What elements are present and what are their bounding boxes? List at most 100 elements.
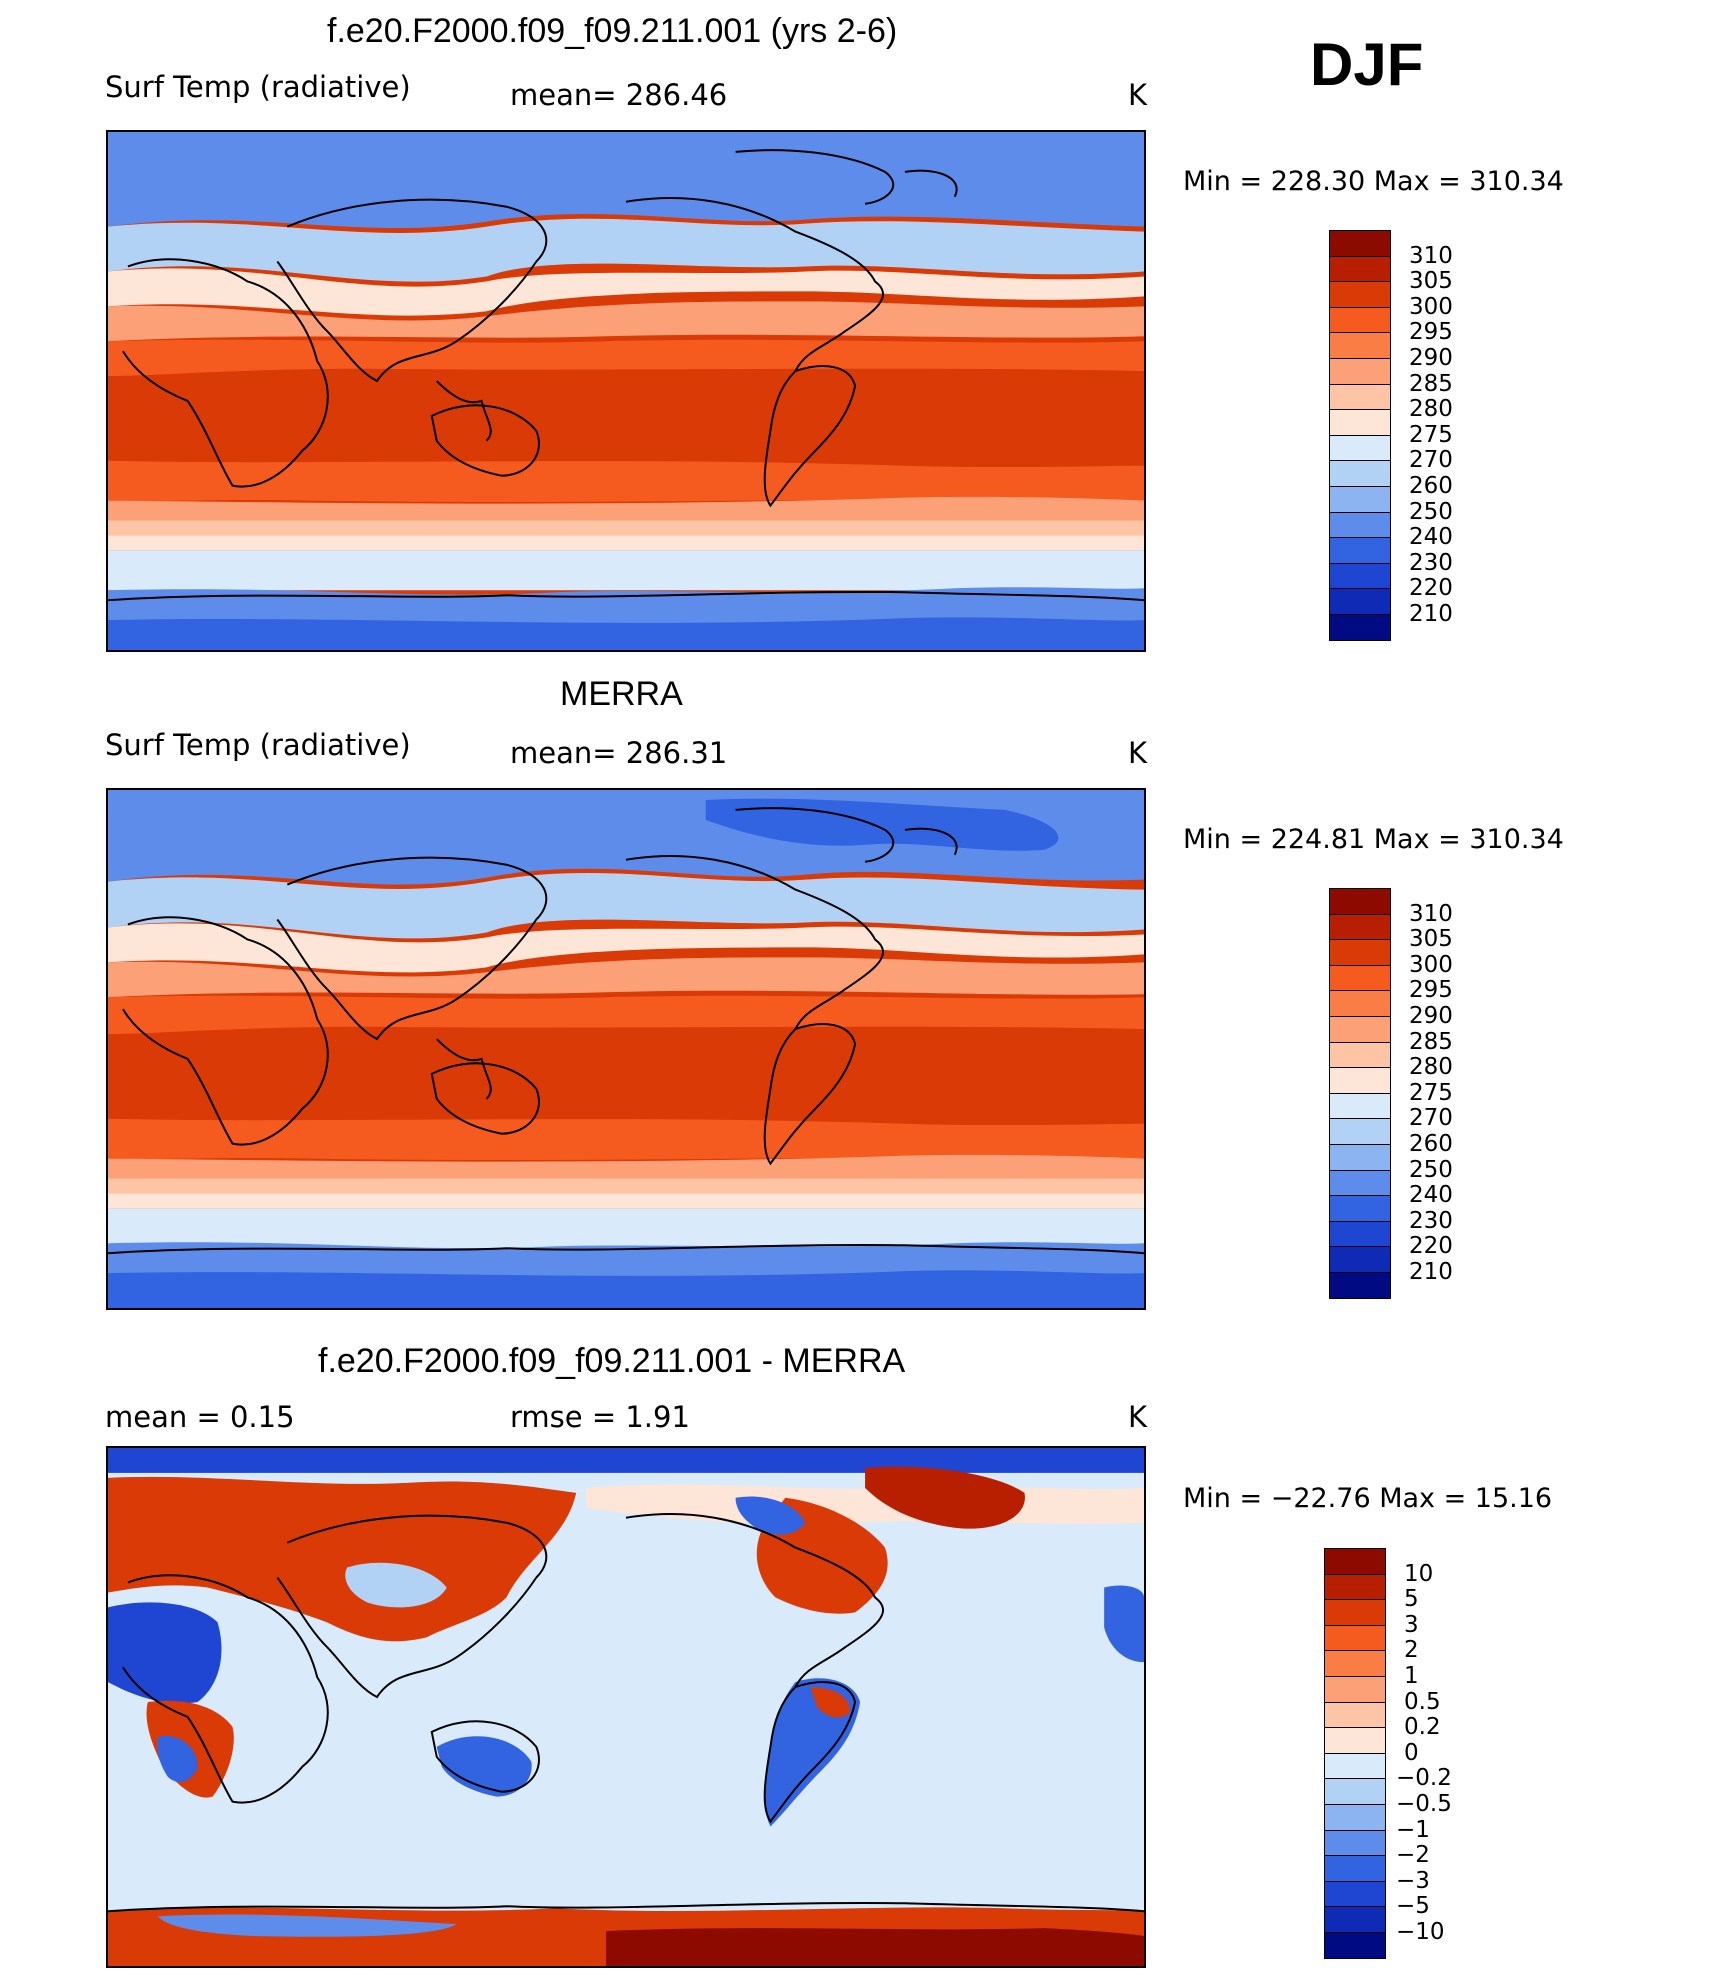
panel-obs-variable-label: Surf Temp (radiative)	[105, 728, 411, 762]
colorbar-tick-label: −0.5	[1396, 1791, 1452, 1817]
colorbar-swatch	[1329, 1246, 1391, 1274]
colorbar-tick-label: 270	[1409, 1105, 1453, 1132]
colorbar-swatch	[1329, 1092, 1391, 1120]
colorbar-swatch	[1329, 888, 1391, 916]
colorbar-tick-label: 275	[1409, 421, 1453, 448]
colorbar-tick-label: 305	[1409, 268, 1453, 295]
colorbar-swatch	[1329, 614, 1391, 642]
season-label: DJF	[1310, 31, 1424, 98]
colorbar-tick-label: 310	[1409, 900, 1453, 927]
colorbar-tick-label: 280	[1409, 1054, 1453, 1081]
colorbar-swatch	[1324, 1599, 1386, 1627]
colorbar-swatch	[1324, 1880, 1386, 1908]
colorbar-tick-label: 250	[1409, 1156, 1453, 1183]
panel-obs-units: K	[1128, 736, 1148, 770]
colorbar-swatch	[1329, 562, 1391, 590]
colorbar-swatch	[1329, 913, 1391, 941]
colorbar-swatch	[1324, 1804, 1386, 1832]
colorbar-tick-label: −1	[1396, 1816, 1430, 1843]
colorbar-swatch	[1329, 281, 1391, 309]
colorbar-tick-label: −3	[1396, 1867, 1430, 1894]
colorbar-tick-label: 285	[1409, 1028, 1453, 1055]
colorbar-swatch	[1324, 1752, 1386, 1780]
colorbar-swatch	[1329, 964, 1391, 992]
colorbar-swatch	[1329, 990, 1391, 1018]
panel-model-colorbar: 310 305 300 295 290 285 280 275 270 260 250 240 230 2…	[1329, 230, 1479, 642]
colorbar-tick-label: 280	[1409, 396, 1453, 423]
colorbar-tick-label: 300	[1409, 951, 1453, 978]
colorbar-tick-label: 0.2	[1404, 1714, 1441, 1741]
colorbar-swatch	[1329, 1041, 1391, 1069]
colorbar-swatch	[1329, 409, 1391, 437]
colorbar-swatch	[1324, 1855, 1386, 1883]
colorbar-tick-label: 295	[1409, 977, 1453, 1004]
panel-model-title: f.e20.F2000.f09_f09.211.001 (yrs 2-6)	[327, 12, 898, 50]
colorbar-swatch	[1324, 1932, 1386, 1960]
colorbar-swatch	[1324, 1650, 1386, 1678]
colorbar-swatch	[1329, 486, 1391, 514]
colorbar-tick-label: 295	[1409, 319, 1453, 346]
colorbar-swatch	[1329, 230, 1391, 258]
panel-diff-minmax: Min = −22.76 Max = 15.16	[1183, 1483, 1553, 1514]
colorbar-swatch	[1324, 1829, 1386, 1857]
colorbar-swatch	[1329, 332, 1391, 360]
colorbar-swatch	[1329, 588, 1391, 616]
colorbar-swatch	[1329, 1016, 1391, 1044]
colorbar-swatch	[1329, 1169, 1391, 1197]
colorbar-tick-label: −0.2	[1396, 1765, 1452, 1792]
colorbar-swatch	[1329, 511, 1391, 539]
panel-obs-colorbar: 310 305 300 295 290 285 280 275 270 260 250 240 230 2…	[1329, 888, 1479, 1300]
colorbar-tick-label: 250	[1409, 498, 1453, 525]
panel-diff-title: f.e20.F2000.f09_f09.211.001 - MERRA	[318, 1342, 906, 1380]
colorbar-tick-label: 10	[1404, 1560, 1434, 1587]
colorbar-swatch	[1324, 1906, 1386, 1934]
colorbar-swatch	[1329, 306, 1391, 334]
colorbar-swatch	[1329, 1144, 1391, 1172]
colorbar-tick-label: 220	[1409, 575, 1453, 602]
panel-diff-colorbar: 10 5 3 2 1 0.5 0.2 0 −0.2 −0.5 −1 −2 −3 −5 −10	[1324, 1548, 1474, 1960]
colorbar-tick-label: 3	[1404, 1611, 1419, 1638]
colorbar-tick-label: 210	[1409, 1259, 1453, 1285]
colorbar-swatch	[1324, 1701, 1386, 1729]
colorbar-swatch	[1329, 1195, 1391, 1223]
panel-diff-rmse-label: rmse = 1.91	[510, 1400, 690, 1434]
colorbar-tick-label: 210	[1409, 601, 1453, 627]
colorbar-tick-label: 220	[1409, 1233, 1453, 1260]
colorbar-tick-label: 1	[1404, 1663, 1419, 1689]
colorbar-swatch	[1324, 1573, 1386, 1601]
colorbar-swatch	[1324, 1727, 1386, 1755]
colorbar-swatch	[1329, 255, 1391, 283]
panel-diff-units: K	[1128, 1400, 1148, 1434]
colorbar-swatch	[1329, 1272, 1391, 1300]
colorbar-swatch	[1324, 1676, 1386, 1704]
colorbar-tick-label: 275	[1409, 1079, 1453, 1106]
panel-model-variable-label: Surf Temp (radiative)	[105, 70, 411, 104]
colorbar-swatch	[1329, 1220, 1391, 1248]
colorbar-tick-label: 230	[1409, 1207, 1453, 1234]
colorbar-tick-label: 240	[1409, 524, 1453, 551]
panel-diff-map	[106, 1446, 1146, 1968]
colorbar-swatch	[1329, 1118, 1391, 1146]
colorbar-tick-label: 305	[1409, 926, 1453, 953]
colorbar-tick-label: 285	[1409, 370, 1453, 397]
colorbar-tick-label: 270	[1409, 447, 1453, 474]
colorbar-swatch	[1329, 434, 1391, 462]
colorbar-tick-label: 260	[1409, 1131, 1453, 1157]
colorbar-tick-label: 5	[1404, 1586, 1419, 1613]
colorbar-tick-label: 240	[1409, 1182, 1453, 1209]
colorbar-tick-label: −10	[1396, 1919, 1445, 1945]
colorbar-tick-label: 230	[1409, 549, 1453, 576]
panel-model-mean-label: mean= 286.46	[510, 78, 728, 112]
colorbar-swatch	[1329, 537, 1391, 565]
panel-obs-title: MERRA	[560, 675, 683, 713]
colorbar-swatch	[1329, 460, 1391, 488]
colorbar-swatch	[1329, 1067, 1391, 1095]
colorbar-tick-label: 290	[1409, 1003, 1453, 1029]
panel-diff-mean-label: mean = 0.15	[105, 1400, 295, 1434]
colorbar-tick-label: −5	[1396, 1893, 1430, 1920]
colorbar-swatch	[1329, 358, 1391, 386]
colorbar-tick-label: 260	[1409, 473, 1453, 499]
panel-obs-minmax: Min = 224.81 Max = 310.34	[1183, 824, 1564, 855]
colorbar-tick-label: 0.5	[1404, 1688, 1441, 1715]
panel-model-map	[106, 130, 1146, 652]
